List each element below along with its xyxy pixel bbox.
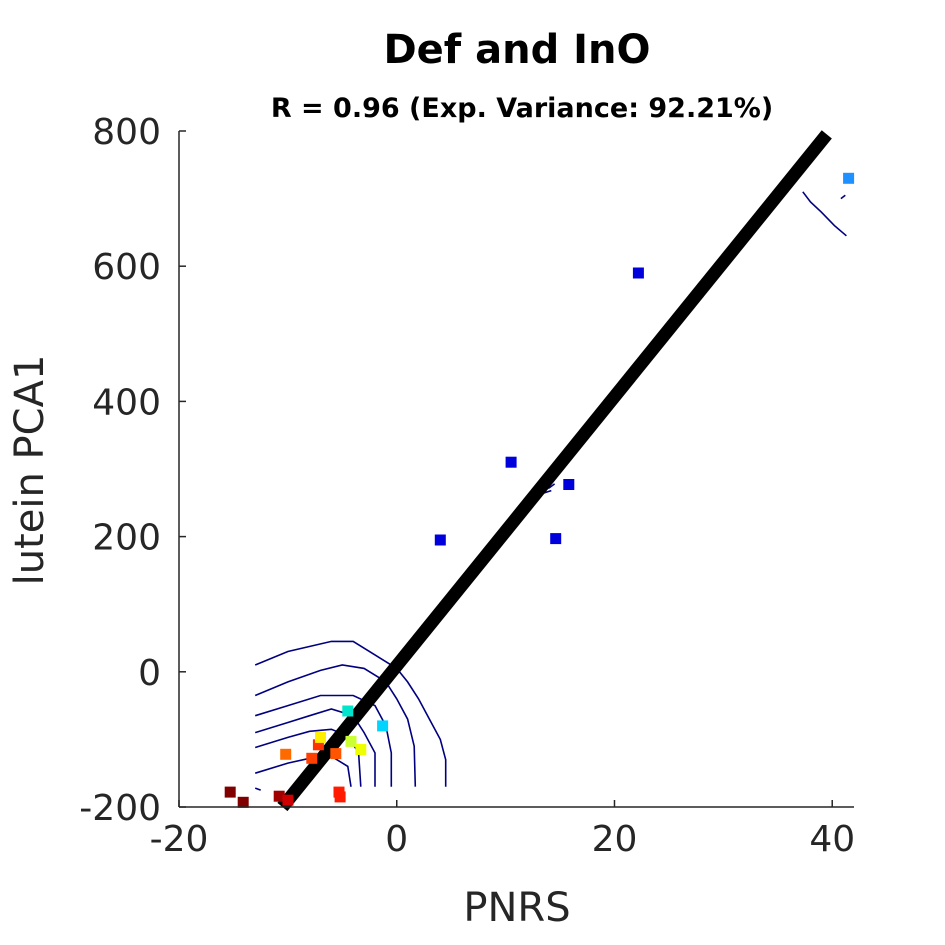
data-point-3: [282, 794, 294, 806]
data-point-5: [334, 791, 346, 803]
data-point-6: [280, 748, 292, 760]
data-point-19: [632, 267, 644, 279]
data-point-16: [505, 456, 517, 468]
y-tick-label: -200: [79, 788, 161, 829]
data-point-7: [306, 752, 318, 764]
x-tick-label: 0: [385, 819, 408, 860]
y-tick-label: 800: [92, 112, 161, 153]
data-point-13: [342, 705, 354, 717]
y-axis-label: lutein PCA1: [7, 355, 53, 586]
fit-line: [277, 130, 832, 812]
data-point-9: [312, 739, 324, 751]
chart-subtitle: R = 0.96 (Exp. Variance: 92.21%): [271, 93, 773, 124]
x-axis-label: PNRS: [463, 885, 570, 931]
contour-line-0: [254, 640, 447, 787]
regression-line: [277, 130, 832, 812]
y-tick-label: 0: [138, 653, 161, 694]
contour-line-9: [802, 191, 847, 237]
x-tick-label: 40: [809, 819, 855, 860]
data-point-2: [273, 790, 285, 802]
data-point-14: [377, 720, 389, 732]
contour-line-10: [840, 194, 846, 200]
x-tick-label: 20: [592, 819, 638, 860]
data-point-8: [330, 748, 342, 760]
contour-line-6: [254, 787, 261, 791]
data-points: [224, 172, 855, 808]
axes: [178, 130, 854, 808]
data-point-20: [843, 172, 855, 184]
data-point-11: [345, 735, 357, 747]
contour-line-1: [254, 664, 417, 787]
y-tick-label: 200: [92, 518, 161, 559]
data-point-0: [224, 786, 236, 798]
data-point-10: [315, 731, 326, 743]
y-tick-label: 600: [92, 247, 161, 288]
chart-title: Def and InO: [383, 27, 650, 73]
data-point-18: [563, 479, 575, 490]
y-tick-label: 400: [92, 382, 161, 423]
data-point-15: [434, 534, 446, 546]
data-point-1: [237, 796, 249, 808]
density-contours: [254, 191, 847, 791]
x-tick-label: -20: [150, 819, 209, 860]
data-point-12: [355, 744, 367, 755]
data-point-17: [550, 533, 562, 545]
